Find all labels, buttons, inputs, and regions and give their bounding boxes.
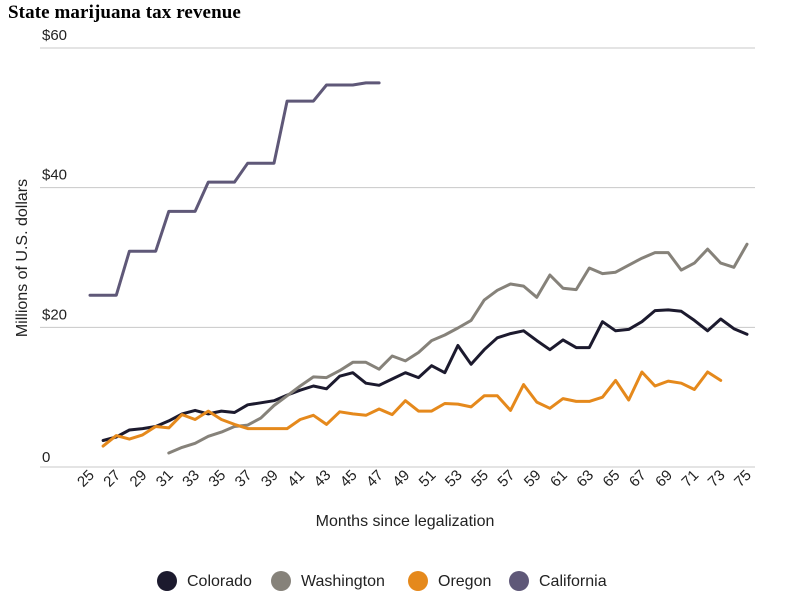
x-tick-label: 49 (389, 467, 413, 491)
x-tick-label: 33 (179, 467, 203, 491)
legend-swatch (408, 571, 428, 591)
x-tick-label: 71 (678, 467, 702, 491)
x-tick-label: 57 (494, 467, 518, 491)
x-tick-label: 47 (363, 467, 387, 491)
x-tick-label: 55 (468, 467, 492, 491)
legend-label: Washington (301, 573, 385, 590)
x-tick-label: 29 (127, 467, 151, 491)
series-line-oregon (101, 370, 723, 448)
x-tick-label: 51 (416, 467, 440, 491)
x-tick-label: 53 (442, 467, 466, 491)
x-tick-label: 73 (705, 467, 729, 491)
x-tick-label: 59 (521, 467, 545, 491)
y-tick-label: $40 (42, 167, 67, 184)
legend: Colorado Washington Oregon California (157, 571, 607, 591)
legend-swatch (271, 571, 291, 591)
y-tick-label: $60 (42, 27, 67, 44)
x-tick-label: 65 (600, 467, 624, 491)
x-tick-label: 67 (626, 467, 650, 491)
legend-label: Colorado (187, 573, 252, 590)
legend-swatch (157, 571, 177, 591)
series-lines (88, 81, 749, 455)
x-tick-label: 31 (153, 467, 177, 491)
legend-label: Oregon (438, 573, 491, 590)
x-tick-label: 37 (232, 467, 256, 491)
legend-item-colorado: Colorado (157, 571, 252, 591)
x-tick-label: 43 (311, 467, 335, 491)
x-axis-label: Months since legalization (316, 513, 495, 530)
x-tick-label: 27 (100, 467, 124, 491)
y-tick-label: $20 (42, 306, 67, 323)
x-tick-label: 45 (337, 467, 361, 491)
series-line-washington (167, 242, 749, 455)
series-line-california (88, 81, 381, 297)
legend-swatch (509, 571, 529, 591)
legend-item-washington: Washington (271, 571, 385, 591)
legend-label: California (539, 573, 607, 590)
x-tick-label: 39 (258, 467, 282, 491)
x-tick-label: 41 (284, 467, 308, 491)
x-tick-label: 61 (547, 467, 571, 491)
x-tick-labels: 25 27 29 31 33 35 37 39 41 43 45 47 49 51 53 55 57 59 61 63… (74, 467, 755, 491)
gridlines (40, 47, 755, 468)
chart-title: State marijuana tax revenue (8, 2, 241, 23)
y-tick-labels: 0 $20 $40 $60 (42, 27, 67, 466)
x-tick-label: 75 (731, 467, 755, 491)
x-tick-label: 69 (652, 467, 676, 491)
legend-item-california: California (509, 571, 607, 591)
x-tick-label: 63 (573, 467, 597, 491)
y-tick-label: 0 (42, 449, 50, 466)
legend-item-oregon: Oregon (408, 571, 491, 591)
series-line-colorado (101, 308, 749, 442)
y-axis-label: Millions of U.S. dollars (14, 179, 31, 337)
x-tick-label: 35 (205, 467, 229, 491)
x-tick-label: 25 (74, 467, 98, 491)
